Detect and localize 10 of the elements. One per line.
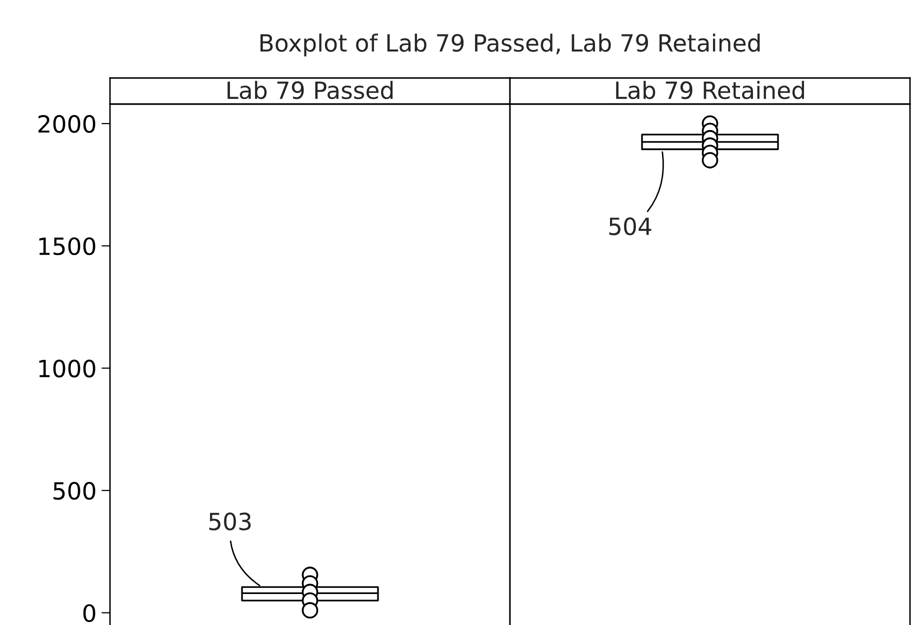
annotation: 503 <box>209 512 251 530</box>
category-label: Lab 79 Retained <box>616 80 804 100</box>
annotation: 504 <box>609 217 652 236</box>
y-tick-label: 2000 <box>38 115 96 133</box>
y-tick-label: 1500 <box>39 237 96 256</box>
x-tick-label: Lab 79 Passed <box>228 80 393 100</box>
y-tick-label: 1000 <box>39 360 96 378</box>
chart-title: Boxplot of Lab 79 Passed, Lab 79 Retained <box>260 34 760 56</box>
y-tick-label: 0 <box>83 604 96 622</box>
y-tick-label: 500 <box>54 482 96 500</box>
